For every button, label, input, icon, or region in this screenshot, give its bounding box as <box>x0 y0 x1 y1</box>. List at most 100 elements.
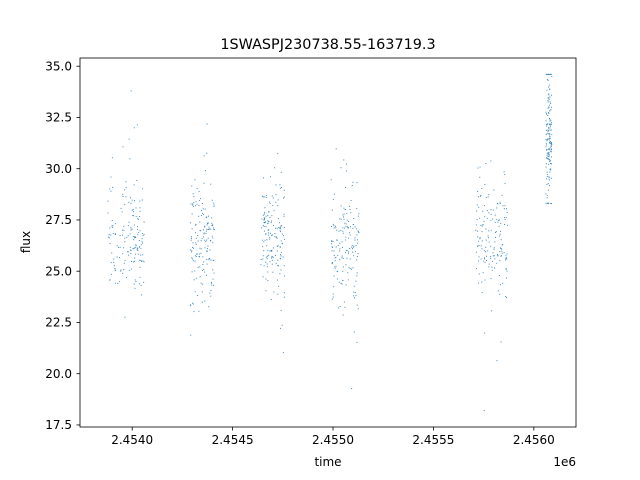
data-point <box>506 258 508 260</box>
data-point <box>278 222 280 224</box>
data-point <box>111 225 113 227</box>
data-point <box>204 247 206 249</box>
data-point <box>135 244 137 246</box>
chart-title: 1SWASPJ230738.55-163719.3 <box>220 37 435 53</box>
data-point <box>118 246 120 248</box>
data-point <box>206 216 208 218</box>
data-point <box>128 201 130 203</box>
data-point <box>550 177 552 179</box>
data-point <box>547 101 549 103</box>
data-point <box>122 193 124 195</box>
data-point <box>349 226 351 228</box>
data-point <box>212 269 214 271</box>
data-point <box>346 250 348 252</box>
data-point <box>338 281 340 283</box>
data-point <box>479 237 481 239</box>
data-point <box>500 284 502 286</box>
data-point <box>339 259 341 261</box>
data-point <box>263 226 265 228</box>
data-point <box>206 228 208 230</box>
data-point <box>210 282 212 284</box>
data-point <box>348 205 350 207</box>
data-point <box>114 233 116 235</box>
data-point <box>205 240 207 242</box>
data-point <box>263 230 265 232</box>
data-point <box>340 167 342 169</box>
data-point <box>504 183 506 185</box>
data-point <box>201 291 203 293</box>
data-point <box>335 225 336 227</box>
data-point <box>483 257 485 259</box>
data-point <box>350 268 352 270</box>
data-point <box>108 234 110 236</box>
data-point <box>354 237 356 239</box>
data-point <box>481 225 483 227</box>
data-point <box>549 135 551 137</box>
data-point <box>121 234 123 236</box>
data-point <box>203 229 204 231</box>
data-point <box>210 240 212 242</box>
data-point <box>109 227 111 229</box>
data-point <box>332 293 334 295</box>
data-point <box>547 189 549 191</box>
data-point <box>549 96 551 98</box>
data-point <box>204 226 206 228</box>
data-point <box>354 292 356 294</box>
data-point <box>283 292 285 294</box>
data-point <box>545 134 547 136</box>
data-point <box>502 282 504 284</box>
data-point <box>546 148 548 150</box>
data-point <box>271 256 273 258</box>
data-point <box>276 227 278 229</box>
data-point <box>549 136 551 138</box>
data-point <box>190 203 192 205</box>
data-point <box>334 260 336 262</box>
data-point <box>125 196 127 198</box>
data-point <box>331 298 333 300</box>
data-point <box>271 195 273 197</box>
data-point <box>497 221 499 223</box>
data-point <box>344 222 346 224</box>
data-point <box>357 231 359 233</box>
data-point <box>351 248 353 250</box>
data-point <box>356 228 358 230</box>
data-point <box>280 231 282 233</box>
data-point <box>493 247 495 249</box>
data-point <box>272 256 274 258</box>
data-point <box>351 246 353 248</box>
data-point <box>490 229 492 231</box>
data-point <box>120 270 122 272</box>
data-point <box>206 263 208 265</box>
data-point <box>124 259 126 261</box>
data-point <box>498 225 500 227</box>
data-point <box>347 227 349 229</box>
data-point <box>356 207 358 209</box>
data-point <box>353 218 355 220</box>
data-point <box>283 238 285 240</box>
data-point <box>549 142 551 144</box>
data-point <box>277 205 279 207</box>
data-point <box>490 213 492 215</box>
data-point <box>479 176 481 178</box>
data-point <box>140 247 142 249</box>
data-point <box>134 287 136 289</box>
data-point <box>193 247 195 249</box>
data-point <box>550 150 552 152</box>
y-tick-label: 25.0 <box>45 264 72 278</box>
data-point <box>132 208 134 210</box>
data-point <box>107 212 109 214</box>
data-point <box>480 258 482 260</box>
data-point <box>350 212 352 214</box>
data-point <box>205 230 207 232</box>
data-point <box>264 211 266 213</box>
data-point <box>207 223 209 225</box>
data-point <box>550 144 552 146</box>
data-point <box>263 218 265 220</box>
data-point <box>272 271 274 273</box>
data-point <box>551 94 553 96</box>
data-point <box>193 202 195 204</box>
data-point <box>345 163 347 165</box>
data-point <box>263 219 265 221</box>
data-point <box>193 205 195 207</box>
data-point <box>272 205 274 207</box>
